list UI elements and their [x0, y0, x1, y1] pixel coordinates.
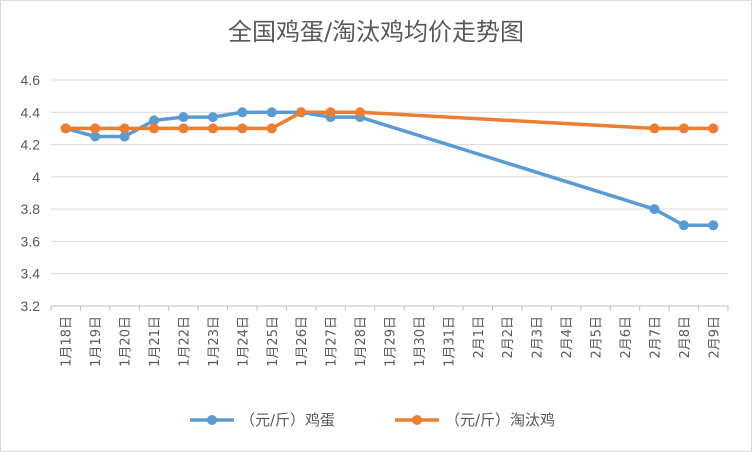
- data-point: [90, 131, 101, 142]
- x-tick-label: 1月29日: [384, 316, 399, 367]
- x-tick-label: 2月7日: [648, 316, 663, 359]
- x-tick-label: 1月18日: [60, 316, 75, 367]
- y-tick-label: 4.2: [21, 137, 41, 153]
- x-tick-label: 1月19日: [89, 316, 104, 367]
- data-point: [678, 123, 689, 134]
- data-point: [90, 123, 101, 134]
- data-point: [237, 123, 248, 134]
- x-tick-label: 2月4日: [560, 316, 575, 359]
- x-tick-label: 2月5日: [590, 316, 605, 359]
- legend-label: （元/斤）鸡蛋: [240, 411, 335, 429]
- legend-label: （元/斤）淘汰鸡: [445, 411, 555, 429]
- data-point: [325, 107, 336, 118]
- y-tick-label: 4: [32, 169, 40, 185]
- y-tick-label: 4.4: [21, 104, 41, 120]
- data-point: [119, 123, 130, 134]
- data-point: [649, 204, 660, 215]
- data-point: [149, 123, 160, 134]
- data-point: [178, 123, 189, 134]
- x-tick-label: 1月28日: [354, 316, 369, 367]
- x-tick-label: 2月6日: [619, 316, 634, 359]
- data-point: [355, 107, 366, 118]
- data-point: [119, 131, 130, 142]
- x-tick-label: 2月8日: [678, 316, 693, 359]
- x-tick-label: 2月9日: [707, 316, 722, 359]
- x-tick-label: 1月20日: [119, 316, 134, 367]
- x-tick-label: 1月26日: [295, 316, 310, 367]
- data-point: [708, 123, 719, 134]
- x-tick-label: 2月3日: [531, 316, 546, 359]
- chart-title: 全国鸡蛋/淘汰鸡均价走势图: [227, 18, 525, 46]
- data-point: [678, 220, 689, 231]
- data-point: [649, 123, 660, 134]
- data-point: [266, 107, 277, 118]
- y-tick-label: 3.4: [21, 266, 41, 282]
- data-point: [149, 115, 160, 126]
- y-tick-label: 3.6: [21, 233, 41, 249]
- x-tick-label: 1月31日: [442, 316, 457, 367]
- data-point: [178, 112, 189, 123]
- x-tick-label: 1月22日: [177, 316, 192, 367]
- y-tick-labels: 3.2 3.4 3.6 3.8 4 4.2 4.4 4.6: [21, 72, 41, 314]
- x-tick-label: 2月2日: [501, 316, 516, 359]
- x-tick-label: 1月25日: [266, 316, 281, 367]
- x-tick-label: 1月21日: [148, 316, 163, 367]
- x-tick-labels: 1月18日 1月19日 1月20日 1月21日 1月22日 1月23日 1月24日 1月25日…: [50, 306, 729, 367]
- x-tick-label: 1月30日: [413, 316, 428, 367]
- legend-swatch-marker: [207, 415, 217, 425]
- y-tick-label: 4.6: [21, 72, 41, 88]
- legend: （元/斤）鸡蛋 （元/斤）淘汰鸡: [190, 411, 555, 429]
- data-point: [266, 123, 277, 134]
- legend-swatch-marker: [412, 415, 422, 425]
- data-point: [60, 123, 71, 134]
- data-point: [237, 107, 248, 118]
- series-group: [60, 107, 719, 231]
- x-tick-label: 1月23日: [207, 316, 222, 367]
- data-point: [207, 112, 218, 123]
- series-line-0: [65, 110, 714, 228]
- y-tick-label: 3.8: [21, 201, 41, 217]
- y-tick-label: 3.2: [21, 298, 41, 314]
- data-point: [207, 123, 218, 134]
- data-point: [708, 220, 719, 231]
- x-tick-label: 1月27日: [325, 316, 340, 367]
- x-tick-label: 1月24日: [236, 316, 251, 367]
- data-point: [296, 107, 307, 118]
- x-tick-label: 2月1日: [472, 316, 487, 359]
